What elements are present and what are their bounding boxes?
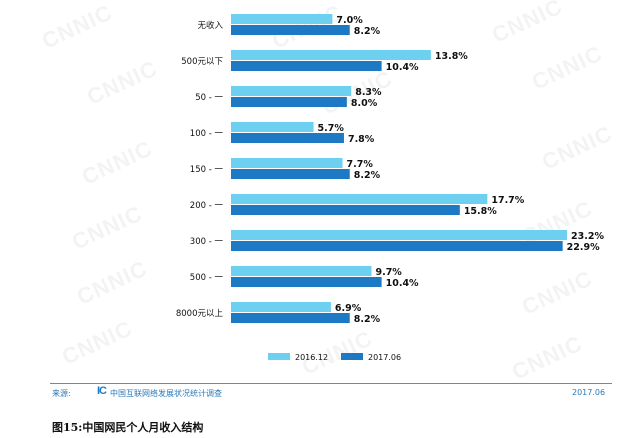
data-label: 6.9% <box>335 303 362 314</box>
data-label: 8.3% <box>355 87 382 98</box>
bar-2016.12-7 <box>231 266 372 276</box>
data-label: 23.2% <box>571 231 604 242</box>
category-label: 50 - 一 <box>195 93 223 103</box>
source-date: 2017.06 <box>572 388 606 397</box>
cnnic-logo-icon: IC <box>97 385 107 397</box>
bar-2017.06-8 <box>231 313 350 323</box>
legend-label: 2016.12 <box>295 353 328 362</box>
bar-2016.12-8 <box>231 302 331 312</box>
bar-2016.12-3 <box>231 122 314 132</box>
footer-divider <box>50 383 612 384</box>
bar-2016.12-1 <box>231 50 431 60</box>
data-label: 17.7% <box>491 195 524 206</box>
bar-2017.06-7 <box>231 277 382 287</box>
bar-2016.12-0 <box>231 14 333 24</box>
category-label: 150 - 一 <box>190 165 224 175</box>
figure-caption: 图15:中国网民个人月收入结构 <box>52 421 204 434</box>
category-label: 500元以下 <box>181 57 223 67</box>
bar-2017.06-5 <box>231 205 460 215</box>
data-label: 22.9% <box>567 242 600 253</box>
bar-2017.06-4 <box>231 169 350 179</box>
data-label: 7.8% <box>348 134 375 145</box>
bar-2016.12-6 <box>231 230 567 240</box>
data-label: 10.4% <box>386 62 419 73</box>
bar-2017.06-3 <box>231 133 344 143</box>
data-label: 10.4% <box>386 278 419 289</box>
data-label: 8.2% <box>354 170 381 181</box>
category-label: 500 - 一 <box>190 273 224 283</box>
data-label: 5.7% <box>318 123 345 134</box>
data-label: 7.0% <box>336 15 363 26</box>
data-label: 8.2% <box>354 314 381 325</box>
bar-2017.06-1 <box>231 61 382 71</box>
bar-2016.12-4 <box>231 158 343 168</box>
data-label: 9.7% <box>375 267 402 278</box>
data-label: 15.8% <box>464 206 497 217</box>
source-label: 来源: <box>52 389 71 398</box>
category-label: 100 - 一 <box>190 129 224 139</box>
source-name: 中国互联网络发展状况统计调查 <box>110 389 222 398</box>
legend-label: 2017.06 <box>368 353 401 362</box>
category-label: 200 - 一 <box>190 201 224 211</box>
bar-2016.12-2 <box>231 86 352 96</box>
data-label: 13.8% <box>435 51 468 62</box>
data-label: 8.0% <box>351 98 378 109</box>
bar-2017.06-0 <box>231 25 350 35</box>
legend-swatch <box>341 353 363 360</box>
category-label: 8000元以上 <box>176 309 224 319</box>
bar-2016.12-5 <box>231 194 488 204</box>
bar-2017.06-6 <box>231 241 563 251</box>
data-label: 8.2% <box>354 26 381 37</box>
data-label: 7.7% <box>347 159 374 170</box>
legend-swatch <box>268 353 290 360</box>
category-label: 无收入 <box>197 20 223 31</box>
bar-2017.06-2 <box>231 97 347 107</box>
category-label: 300 - 一 <box>190 237 224 247</box>
income-bar-chart: 无收入 7.0%8.2%500元以下 13.8%10.4%50 - 一 8.3%8.0… <box>176 14 604 362</box>
